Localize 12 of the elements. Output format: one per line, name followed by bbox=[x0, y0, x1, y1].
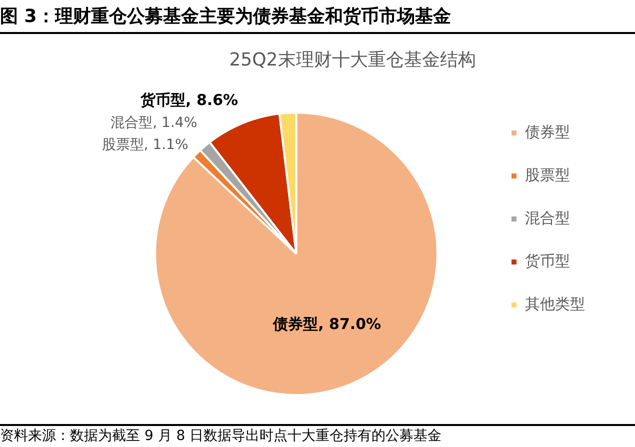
legend-label: 货币型 bbox=[525, 252, 570, 270]
legend-label: 其他类型 bbox=[525, 294, 585, 313]
chart-subtitle: 25Q2末理财十大重仓基金结构 bbox=[229, 49, 476, 70]
legend-label: 混合型 bbox=[525, 208, 570, 227]
legend-label: 债券型 bbox=[525, 122, 570, 141]
data-label: 混合型, 1.4% bbox=[110, 114, 198, 131]
data-label: 债券型, 87.0% bbox=[272, 314, 382, 333]
chart-title: 图 3：理财重仓公募基金主要为债券基金和货币市场基金 bbox=[0, 5, 451, 28]
legend-label: 股票型 bbox=[525, 166, 570, 184]
text: 资料来源：数据为截至 9 月 8 日数据导出时点十大重仓持有的公募基金 bbox=[0, 427, 442, 445]
data-label: 货币型, 8.6% bbox=[140, 91, 238, 110]
data-label: 股票型, 1.1% bbox=[102, 136, 188, 153]
